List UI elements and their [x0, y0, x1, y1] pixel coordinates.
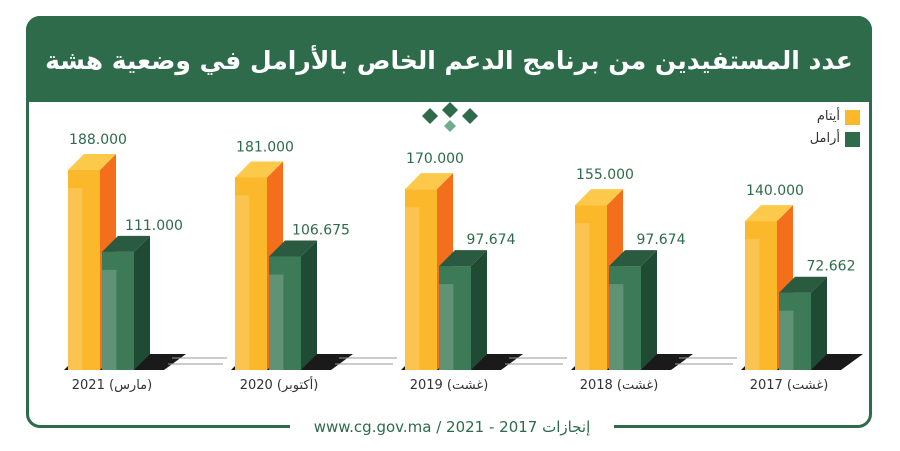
data-label-widows: 97.674 [467, 232, 516, 248]
bar-orphans-front [235, 177, 267, 370]
bar-widows-front [439, 266, 471, 370]
legend-label-widows: أرامل [809, 131, 840, 146]
data-label-widows: 111.000 [125, 218, 183, 234]
bar-widows [102, 235, 150, 370]
ornament-piece [448, 90, 452, 100]
ornament-piece [444, 120, 456, 132]
category-label: 2019 (غشت) [410, 378, 489, 393]
bar-orphans [575, 189, 623, 370]
bar-widows-top [779, 276, 827, 293]
bar-orphans-highlight [68, 188, 83, 370]
bar-orphans-front [745, 221, 777, 370]
ornament-icon [422, 90, 478, 132]
category-label: 2018 (غشت) [580, 378, 659, 393]
data-label-orphans: 181.000 [236, 139, 294, 155]
ornament-piece [442, 102, 458, 118]
legend-item-widows: أرامل [790, 130, 860, 152]
bar-orphans-front [575, 205, 607, 370]
bar-widows-side [641, 250, 657, 370]
bar-widows-highlight [609, 284, 624, 370]
bar-widows-top [269, 240, 317, 257]
header-bar: عدد المستفيدين من برنامج الدعم الخاص بال… [26, 16, 872, 102]
category-label: 2021 (مارس) [72, 378, 152, 393]
bar-widows-top [609, 250, 657, 267]
data-label-widows: 72.662 [807, 259, 856, 275]
bar-widows-highlight [779, 310, 794, 370]
category-label: 2020 (أكتوبر) [240, 376, 319, 393]
legend-swatch-orphans [845, 110, 860, 125]
legend: أيتام أرامل [790, 108, 860, 152]
bar-orphans-top [68, 154, 116, 170]
bar-orphans-top [575, 189, 623, 206]
bar-widows-side [471, 250, 487, 370]
legend-item-orphans: أيتام [790, 108, 860, 130]
ornament-piece [422, 108, 438, 124]
bar-widows-front [269, 256, 301, 370]
bar-widows-side [134, 235, 150, 370]
bar-widows-highlight [102, 269, 117, 370]
data-label-orphans: 170.000 [406, 151, 464, 167]
bar-widows-side [811, 276, 827, 370]
data-label-orphans: 155.000 [576, 167, 634, 183]
bar-orphans-highlight [745, 239, 760, 370]
bar-widows-front [102, 251, 134, 370]
bar-widows-highlight [439, 284, 454, 370]
bar-widows-front [609, 266, 641, 370]
legend-swatch-widows [845, 132, 860, 147]
bar-orphans-highlight [575, 223, 590, 370]
bar-widows-top [102, 235, 150, 252]
bar-orphans-front [405, 189, 437, 370]
bar-orphans-top [745, 205, 793, 222]
chart-title: عدد المستفيدين من برنامج الدعم الخاص بال… [45, 46, 853, 75]
bar-orphans-highlight [405, 207, 420, 370]
bar-widows-front [779, 292, 811, 370]
footer: www.cg.gov.ma / 2021 - 2017 إنجازات [290, 414, 614, 442]
legend-label-orphans: أيتام [816, 109, 840, 124]
bar-widows [779, 276, 827, 370]
ornament-piece [462, 108, 478, 124]
bar-orphans-front [68, 170, 100, 370]
bar-orphans-top [235, 161, 283, 178]
data-label-orphans: 188.000 [69, 132, 127, 148]
bar-widows-top [439, 250, 487, 267]
footer-source: www.cg.gov.ma / 2021 - 2017 إنجازات [313, 418, 591, 436]
bar-orphans-highlight [235, 195, 250, 370]
bar-widows [269, 240, 317, 370]
data-label-widows: 106.675 [292, 223, 350, 239]
bar-widows [609, 250, 657, 370]
bar-widows [439, 250, 487, 370]
category-label: 2017 (غشت) [750, 378, 829, 393]
data-label-widows: 97.674 [637, 232, 686, 248]
bar-widows-side [301, 240, 317, 370]
bar-widows-highlight [269, 274, 284, 370]
data-label-orphans: 140.000 [746, 183, 804, 199]
bar-orphans-top [405, 173, 453, 190]
